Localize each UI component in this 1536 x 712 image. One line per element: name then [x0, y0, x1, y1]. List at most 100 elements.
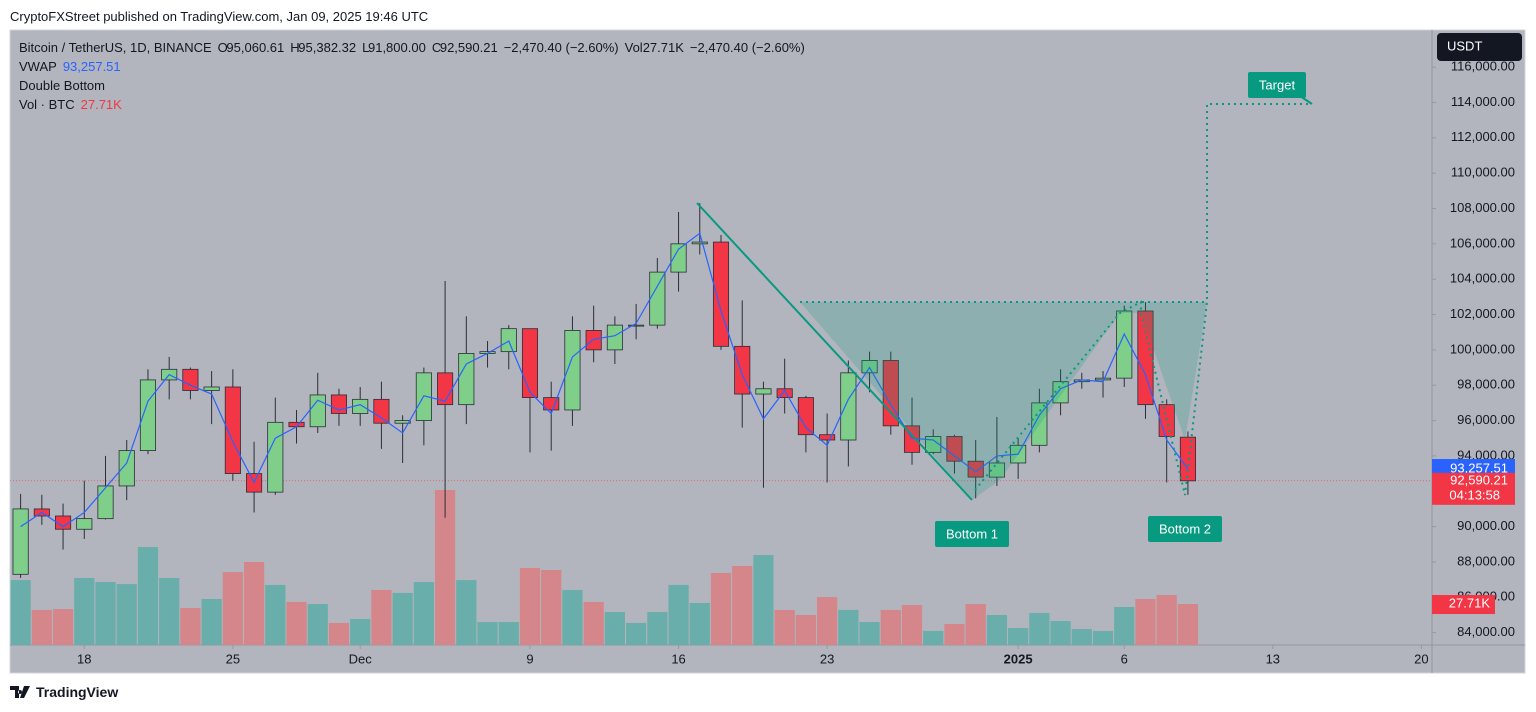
vwap-badge-label: 93,257.51 [1450, 460, 1508, 475]
candle-body [840, 372, 857, 441]
candle-body [309, 394, 326, 428]
price-badge-label: 92,590.21 [1450, 472, 1508, 487]
volume-bar [116, 584, 137, 645]
x-tick-label: 9 [526, 651, 533, 666]
x-tick-label: 16 [671, 651, 685, 666]
y-tick-label: 104,000.00 [1450, 271, 1515, 286]
countdown: 04:13:58 [1449, 487, 1500, 502]
volume-bar [1092, 630, 1114, 645]
volume-bar [732, 566, 753, 645]
candle-body [118, 450, 135, 487]
header: CryptoFXStreet published on TradingView.… [10, 9, 429, 24]
x-tick-label: 20 [1414, 651, 1428, 666]
candle-body [203, 386, 220, 391]
pattern-label: Target [1259, 77, 1296, 92]
candle-body [543, 397, 560, 411]
volume-bar [1071, 629, 1092, 645]
candle-body [267, 421, 284, 493]
candle-body [521, 328, 539, 398]
candle-body [97, 485, 114, 520]
volume-value: 27.71K [80, 97, 122, 112]
volume-name: Vol · BTC [19, 97, 75, 112]
volume-bar [817, 597, 838, 645]
pattern-label-box [935, 521, 1009, 547]
volume-bar [753, 555, 774, 645]
pattern-label: Bottom 2 [1159, 521, 1211, 536]
candle-body [500, 328, 517, 353]
volume-bar [1029, 613, 1050, 645]
volume-bar [222, 572, 243, 645]
brand: TradingView [36, 684, 119, 700]
change: −2,470.40 (−2.60%) [503, 40, 619, 55]
volume-bar [74, 578, 95, 645]
volume-bar [838, 609, 859, 645]
candle-body [1116, 310, 1133, 379]
ohlc-value: 95,060.61 [226, 40, 285, 55]
pattern-label-box [1248, 72, 1306, 98]
legend-row: Bitcoin / TetherUS, 1D, BINANCE O 95,060… [19, 38, 805, 57]
volume-bar [201, 599, 222, 645]
pattern-path [974, 103, 1310, 496]
pattern-label-box [1148, 516, 1222, 542]
volume-bar [413, 581, 434, 645]
volume-bar [328, 622, 350, 645]
ohlc-value: 92,590.21 [439, 40, 498, 55]
x-tick-label: 2025 [1004, 651, 1033, 666]
currency: USDT [1447, 38, 1482, 53]
legend-row: Double Bottom [19, 76, 805, 95]
candle-body [139, 379, 156, 452]
volume-bar [859, 622, 880, 645]
candle-body [458, 353, 475, 406]
volume-bar [434, 490, 456, 645]
pattern-drawing [696, 95, 1313, 501]
y-tick-label: 98,000.00 [1457, 377, 1515, 392]
candle-body [776, 388, 793, 398]
pattern-label: Bottom 1 [946, 526, 998, 541]
candle-body [1137, 310, 1154, 406]
y-tick-label: 84,000.00 [1457, 624, 1515, 639]
volume-bar [583, 601, 604, 645]
volume-bar [456, 580, 477, 645]
volume-badge [1432, 595, 1495, 615]
candle-body [76, 518, 93, 530]
candle-body [606, 324, 623, 351]
y-tick-label: 90,000.00 [1457, 518, 1515, 533]
volume-bar [562, 589, 583, 645]
ohlc-item: H 95,382.32 [290, 38, 356, 57]
volume-bar [477, 622, 498, 645]
candle-body [797, 397, 814, 436]
price-badge [1432, 472, 1515, 505]
x-tick-label: 23 [820, 651, 834, 666]
vol-key: Vol [624, 40, 643, 55]
volume-bar [986, 614, 1008, 645]
legend-row: VWAP 93,257.51 [19, 57, 805, 76]
y-tick-label: 88,000.00 [1457, 553, 1515, 568]
candle-body [925, 436, 942, 453]
candle-body [585, 330, 602, 351]
volume-bar [668, 584, 689, 645]
volume-bar [265, 584, 286, 645]
y-tick-label: 116,000.00 [1451, 59, 1515, 74]
volume-bar [965, 604, 986, 645]
y-tick-label: 106,000.00 [1450, 235, 1515, 250]
ohlc-item: C 92,590.21 [432, 38, 498, 57]
y-tick-label: 96,000.00 [1457, 412, 1515, 427]
volume-bar [286, 601, 307, 645]
legend-row: Vol · BTC 27.71K [19, 95, 805, 114]
currency-badge [1437, 33, 1522, 61]
volume-badge-label: 27.71K [1449, 595, 1491, 610]
volume-bar [795, 614, 817, 645]
volume-bar [625, 622, 647, 645]
drawing-name: Double Bottom [19, 78, 105, 93]
logo [10, 686, 30, 698]
volume-bar [774, 609, 795, 645]
x-tick-label: 13 [1266, 651, 1280, 666]
volume-bar [95, 581, 116, 645]
volume-bar [371, 589, 392, 645]
volume-bar [31, 609, 52, 645]
candle-body [564, 330, 581, 411]
vol-value: 27.71K [642, 40, 684, 55]
candle-body [224, 386, 241, 474]
candle-body [691, 241, 708, 245]
vol-item: Vol27.71K [625, 38, 684, 57]
